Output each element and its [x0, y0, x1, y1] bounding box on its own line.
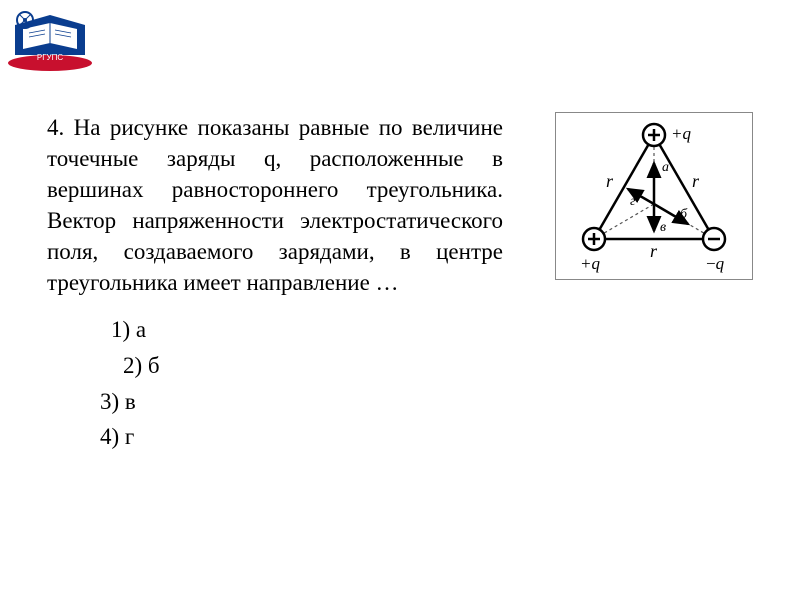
left-charge-label: +q — [580, 254, 600, 273]
problem-text: 4. На рисунке показаны равные по величин… — [47, 112, 503, 298]
logo: РГУПС — [5, 5, 95, 73]
arrow-b-label: б — [680, 207, 688, 222]
option-4: 4) г — [100, 419, 757, 455]
right-charge-label: −q — [706, 254, 725, 273]
option-1: 1) а — [111, 312, 757, 348]
svg-text:РГУПС: РГУПС — [37, 53, 64, 62]
option-2: 2) б — [123, 348, 757, 384]
triangle-diagram: а б в г r r r +q +q −q — [555, 112, 755, 282]
side-left-label: r — [606, 171, 614, 191]
arrow-v-label: в — [660, 220, 666, 235]
side-right-label: r — [692, 171, 700, 191]
arrow-a-label: а — [662, 160, 669, 175]
top-charge-label: +q — [671, 124, 691, 143]
option-3: 3) в — [100, 384, 757, 420]
side-bottom-label: r — [650, 241, 658, 261]
options-list: 1) а 2) б 3) в 4) г — [85, 312, 757, 455]
arrow-g-label: г — [630, 194, 636, 209]
diagram-border: а б в г r r r +q +q −q — [555, 112, 753, 280]
